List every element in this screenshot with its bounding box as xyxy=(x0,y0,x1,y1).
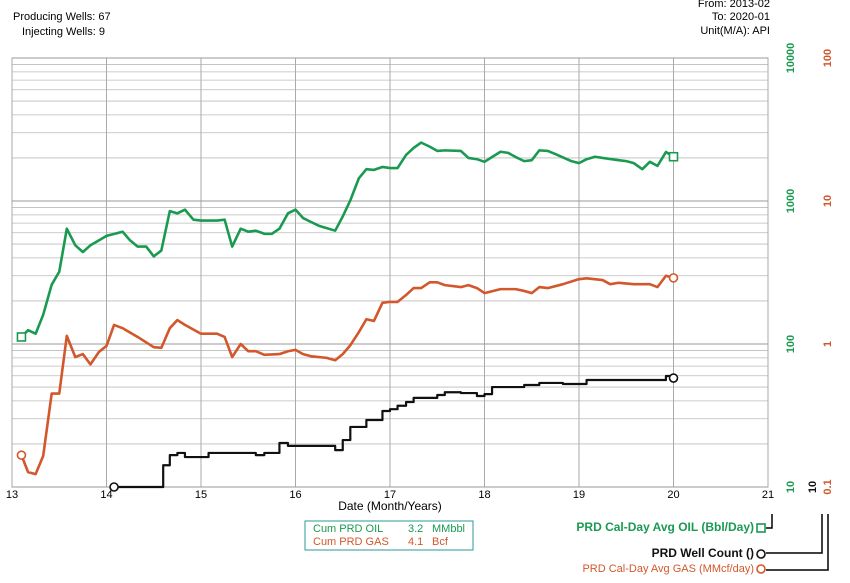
series-line xyxy=(114,374,675,489)
legend-label: PRD Cal-Day Avg OIL (Bbl/Day) xyxy=(576,520,754,534)
summary-value: 3.2 xyxy=(408,523,423,535)
x-tick-label: 18 xyxy=(478,489,490,501)
end-marker xyxy=(16,332,27,342)
legend-label: PRD Cal-Day Avg GAS (MMcf/day) xyxy=(582,563,754,575)
end-marker xyxy=(668,151,679,162)
x-tick-label: 17 xyxy=(384,489,396,501)
summary-box xyxy=(304,520,474,551)
summary-unit: MMbbl xyxy=(432,523,465,535)
x-tick-label: 16 xyxy=(289,489,301,501)
y2-tick-label: 10 xyxy=(822,195,834,207)
grid xyxy=(11,57,769,488)
legend-marker xyxy=(756,564,766,574)
y-tick-label: 10 xyxy=(785,481,797,493)
summary-label: Cum PRD GAS xyxy=(313,536,389,548)
x-tick-label: 21 xyxy=(762,489,774,501)
end-marker xyxy=(109,482,119,492)
annotation: Unit(M/A): API xyxy=(700,25,770,37)
legend-connector xyxy=(766,514,829,571)
y2-tick-label: 1 xyxy=(822,341,834,347)
annotation: From: 2013-02 xyxy=(698,0,770,10)
y2-tick-label: 0.1 xyxy=(822,479,834,494)
annotation: Producing Wells: 67 xyxy=(13,11,111,23)
x-axis-label: Date (Month/Years) xyxy=(338,499,442,513)
x-tick-label: 14 xyxy=(100,489,112,501)
y-tick-label: 10000 xyxy=(785,43,797,74)
y-tick-label: 100 xyxy=(785,335,797,353)
end-marker xyxy=(668,273,679,283)
y-tick-label: 1000 xyxy=(785,189,797,213)
summary-value: 4.1 xyxy=(408,536,423,548)
legend-marker xyxy=(756,549,766,559)
x-tick-label: 13 xyxy=(6,489,18,501)
x-tick-label: 20 xyxy=(667,489,679,501)
series-line xyxy=(20,141,675,338)
annotation: To: 2020-01 xyxy=(712,11,770,23)
x-tick-label: 15 xyxy=(195,489,207,501)
y2-tick-label: 100 xyxy=(822,49,834,67)
legend-marker xyxy=(756,523,766,533)
end-marker xyxy=(668,373,679,383)
legend-label: PRD Well Count () xyxy=(652,546,754,560)
summary-label: Cum PRD OIL xyxy=(313,523,383,535)
summary-unit: Bcf xyxy=(432,536,449,548)
y3-tick-label: 10 xyxy=(807,481,819,493)
annotation: Injecting Wells: 9 xyxy=(22,26,105,38)
series-line xyxy=(20,274,674,476)
x-tick-label: 19 xyxy=(573,489,585,501)
end-marker xyxy=(16,450,27,460)
